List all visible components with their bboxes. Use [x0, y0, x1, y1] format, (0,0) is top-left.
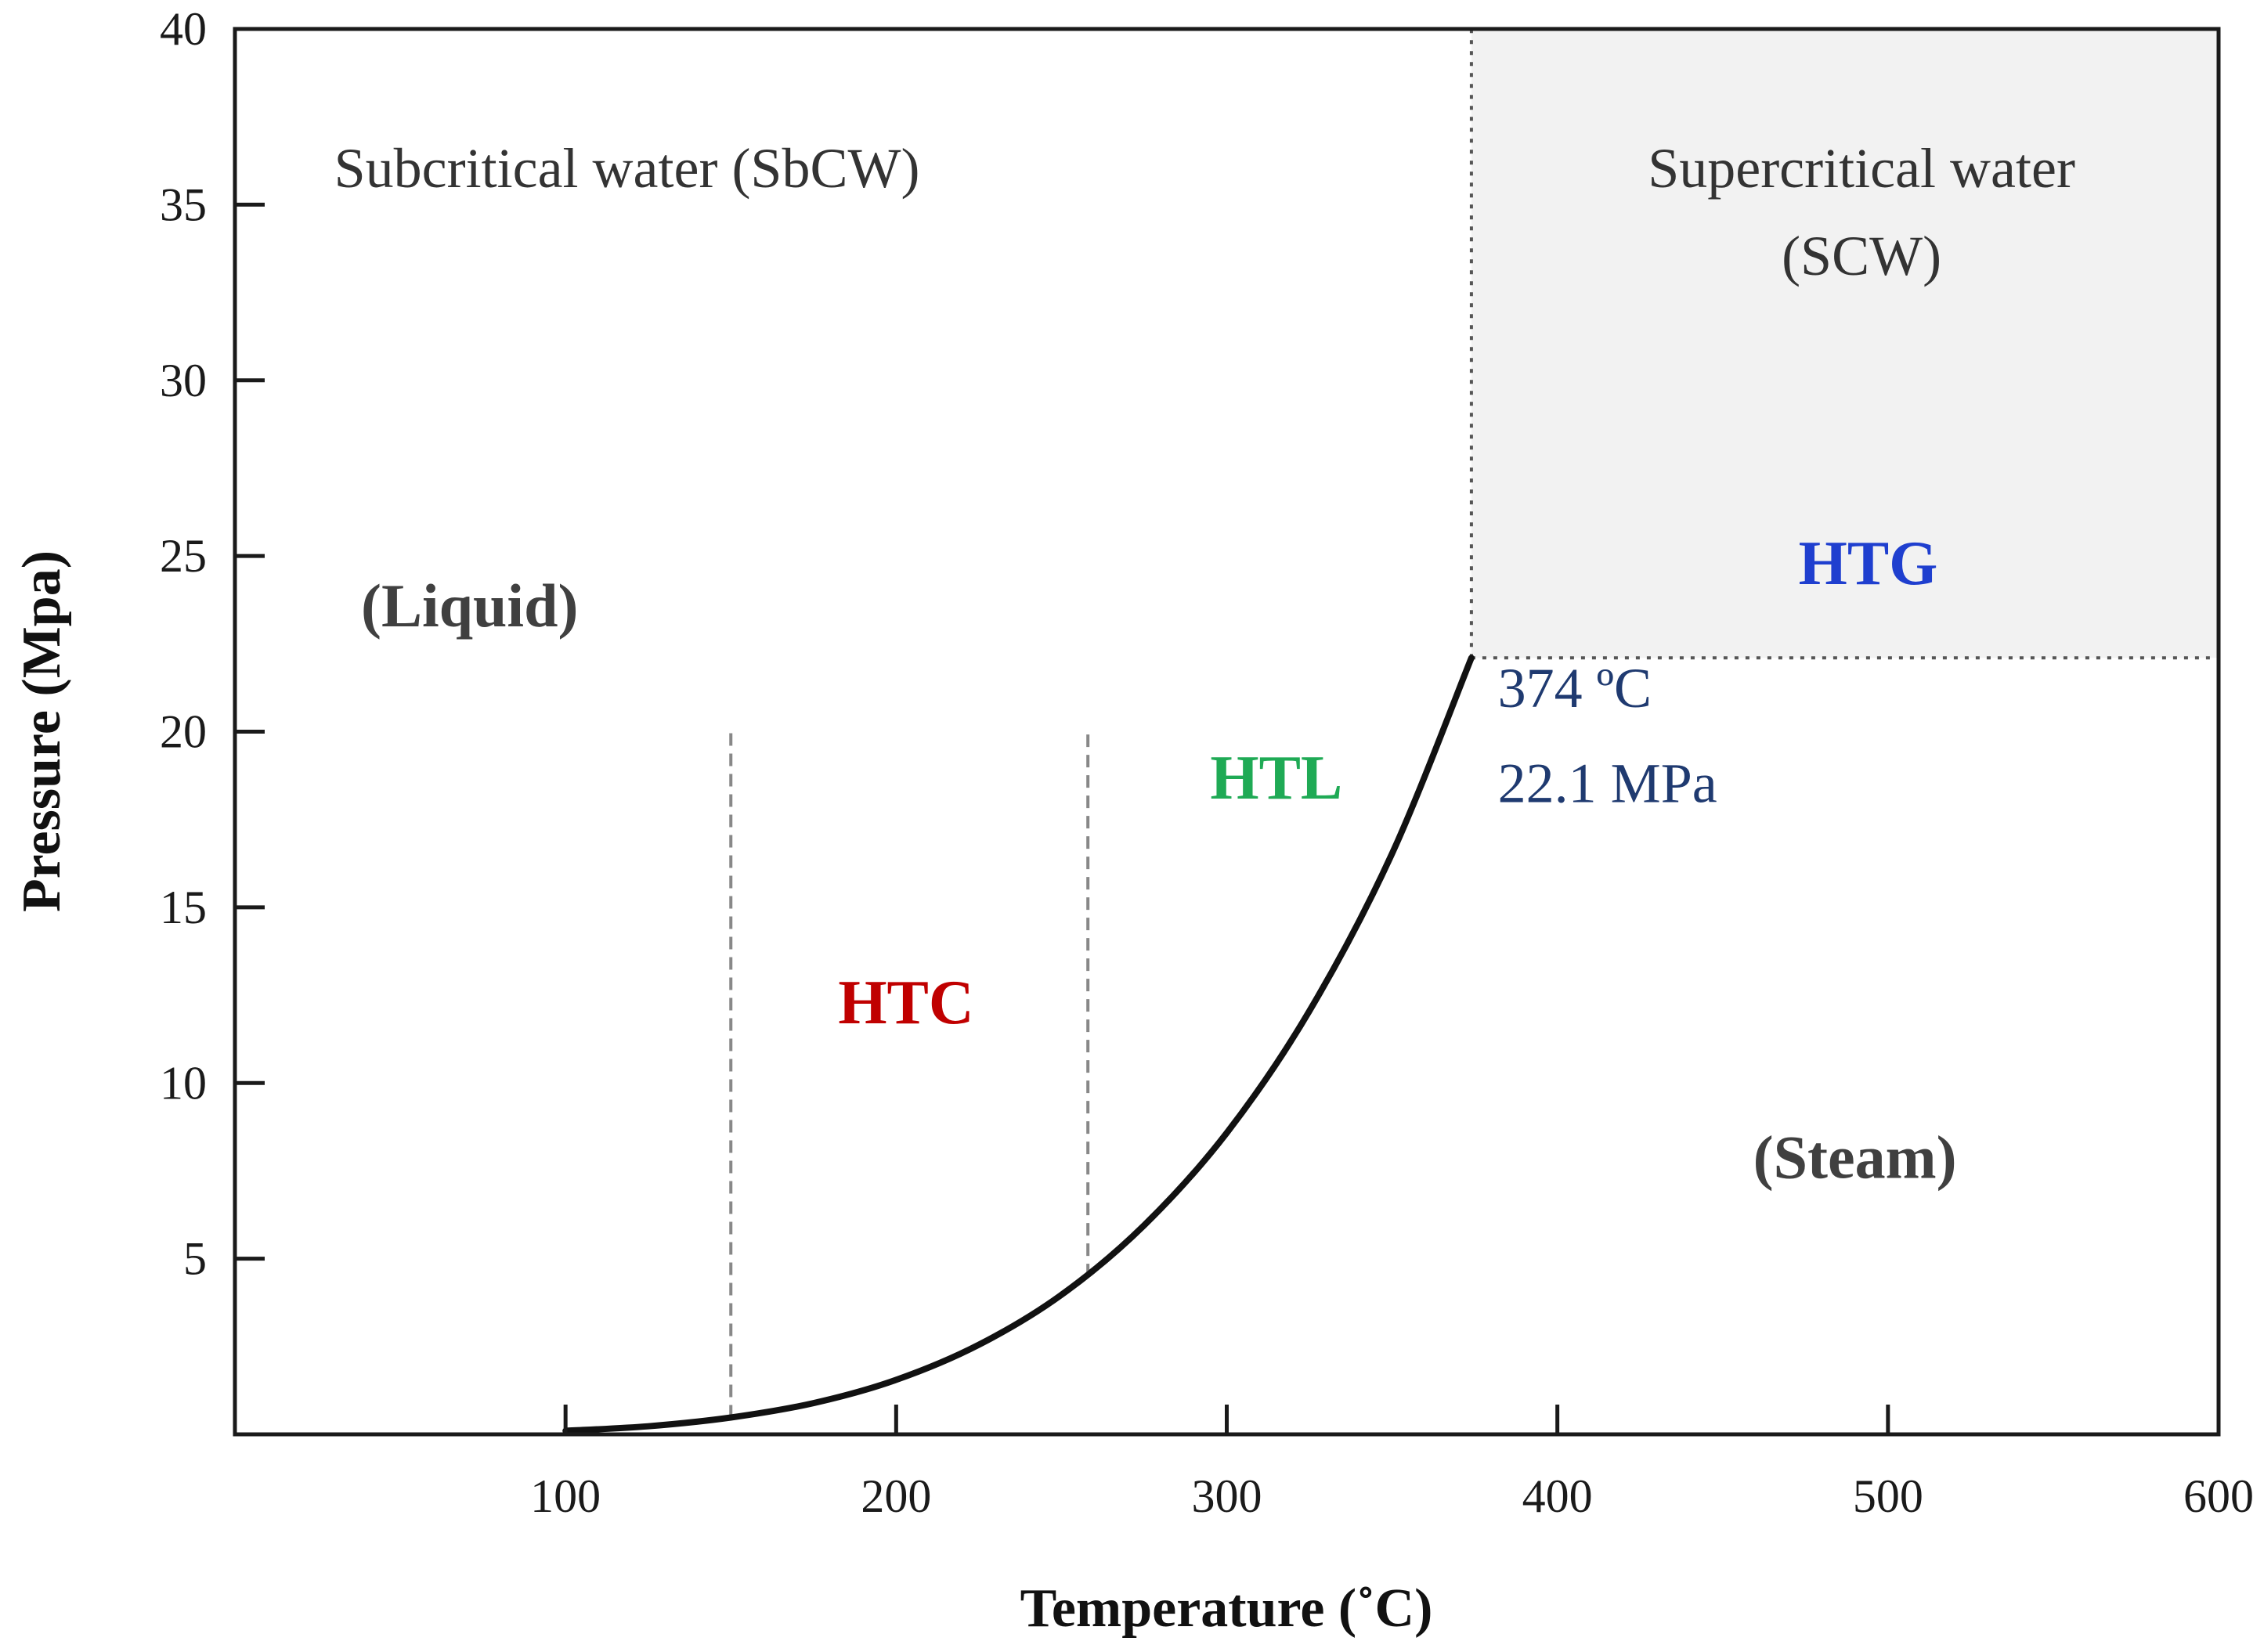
curve-point-10 — [1309, 1011, 1310, 1012]
subcritical-water-label: Subcritical water (SbCW) — [334, 137, 920, 200]
liquid-phase-label: (Liquid) — [361, 572, 578, 640]
critical-temperature-label: 374 ºC — [1498, 657, 1652, 720]
supercritical-water-label: Supercritical water — [1648, 137, 2075, 200]
y-tick-label-20: 20 — [160, 706, 207, 758]
critical-pressure-label: 22.1 MPa — [1498, 752, 1717, 814]
y-tick-label-30: 30 — [160, 355, 207, 406]
vapor-pressure-curve — [562, 655, 1475, 1434]
y-tick-label-10: 10 — [160, 1057, 207, 1109]
htg-label: HTG — [1799, 529, 1938, 598]
y-tick-label-35: 35 — [160, 179, 207, 230]
x-tick-label-200: 200 — [861, 1470, 931, 1522]
curve-point-7 — [1061, 1294, 1062, 1295]
y-axis-title: Pressure (Mpa) — [12, 550, 72, 912]
y-tick-label-25: 25 — [160, 530, 207, 582]
curve-point-4 — [813, 1403, 814, 1404]
steam-phase-label: (Steam) — [1753, 1123, 1957, 1191]
htc-label: HTC — [838, 968, 973, 1037]
x-tick-label-100: 100 — [530, 1470, 601, 1522]
curve-point-9 — [1226, 1132, 1227, 1133]
x-axis-title: Temperature (˚C) — [1020, 1578, 1433, 1639]
x-tick-label-400: 400 — [1522, 1470, 1593, 1522]
y-tick-label-5: 5 — [183, 1233, 207, 1285]
htl-label: HTL — [1210, 744, 1342, 813]
x-tick-label-300: 300 — [1192, 1470, 1262, 1522]
supercritical-region-shade — [1471, 29, 2219, 658]
y-tick-label-15: 15 — [160, 882, 207, 933]
curve-point-6 — [978, 1344, 979, 1345]
scw-abbrev-label: (SCW) — [1782, 225, 1941, 287]
x-tick-label-600: 600 — [2183, 1470, 2254, 1522]
x-tick-label-500: 500 — [1853, 1470, 1923, 1522]
y-tick-label-40: 40 — [160, 3, 207, 55]
